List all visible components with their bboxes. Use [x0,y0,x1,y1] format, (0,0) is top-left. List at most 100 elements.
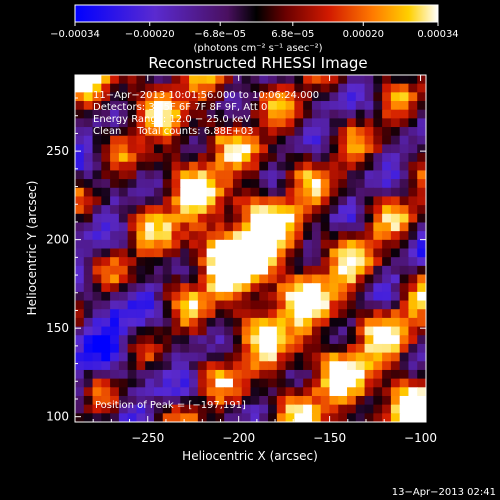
heatmap-cell [294,274,304,284]
heatmap-cell [320,369,331,380]
heatmap-cell [127,352,138,362]
heatmap-cell [224,300,234,310]
heatmap-cell [382,196,392,206]
heatmap-cell [329,205,339,215]
heatmap-cell [206,101,217,111]
heatmap-cell [180,265,190,276]
heatmap-cell [259,170,269,180]
heatmap-cell [408,395,418,406]
heatmap-cell [171,309,181,319]
heatmap-cell [355,395,366,406]
heatmap-cell [268,222,278,232]
heatmap-cell [180,248,190,258]
heatmap-cell [206,283,217,293]
heatmap-cell [189,75,199,85]
heatmap-cell [355,413,366,422]
heatmap-cell [250,274,260,284]
heatmap-cell [303,265,313,276]
heatmap-cell [180,127,190,137]
heatmap-cell [224,135,234,146]
heatmap-cell [83,127,94,137]
heatmap-cell [285,361,295,371]
heatmap-cell [408,326,418,336]
heatmap-cell [382,118,392,128]
heatmap-cell [83,317,94,328]
heatmap-cell [197,317,208,328]
heatmap-cell [294,335,304,345]
heatmap-cell [364,317,374,328]
heatmap-cell [268,274,278,284]
heatmap-cell [101,213,111,224]
heatmap-cell [382,352,392,362]
heatmap-cell [250,170,260,180]
heatmap-cell [118,352,129,362]
heatmap-cell [110,83,120,93]
heatmap-cell [329,326,339,336]
heatmap-cell [355,109,366,119]
heatmap-cell [373,170,383,180]
heatmap-cell [75,170,85,180]
heatmap-cell [355,196,366,206]
heatmap-cell [364,283,374,293]
heatmap-cell [355,187,366,198]
heatmap-cell [390,239,401,250]
heatmap-cell [171,404,181,414]
heatmap-cell [232,153,243,163]
heatmap-cell [241,83,252,93]
heatmap-cell [259,413,269,422]
heatmap-cell [215,187,225,198]
heatmap-cell [92,144,102,154]
heatmap-cell [250,335,260,345]
heatmap-cell [241,361,252,371]
heatmap-cell [232,352,243,362]
heatmap-cell [417,395,426,406]
heatmap-cell [303,144,313,154]
heatmap-cell [338,213,348,224]
heatmap-cell [241,265,252,276]
heatmap-cell [390,335,401,345]
heatmap-cell [329,413,339,422]
heatmap-cell [215,153,225,163]
heatmap-cell [232,231,243,241]
heatmap-cell [127,187,138,198]
heatmap-cell [268,187,278,198]
heatmap-cell [92,187,102,198]
heatmap-cell [408,239,418,250]
heatmap-cell [390,300,401,310]
x-axis-label: Heliocentric X (arcsec) [182,449,318,463]
heatmap-cell [83,92,94,102]
heatmap-cell [373,326,383,336]
heatmap-cell [197,326,208,336]
heatmap-cell [294,248,304,258]
heatmap-cell [294,283,304,293]
heatmap-cell [408,170,418,180]
heatmap-cell [92,161,102,172]
heatmap-cell [153,231,164,241]
heatmap-cell [189,326,199,336]
x-tick-label: −100 [404,431,437,445]
heatmap-cell [224,335,234,345]
heatmap-cell [215,118,225,128]
heatmap-cell [268,75,278,85]
heatmap-cell [259,309,269,319]
heatmap-cell [206,109,217,119]
heatmap-cell [232,239,243,250]
heatmap-cell [303,205,313,215]
heatmap-cell [276,109,287,119]
heatmap-cell [311,196,322,206]
heatmap-cell [408,257,418,267]
heatmap-cell [303,187,313,198]
heatmap-cell [347,369,357,380]
heatmap-cell [118,335,129,345]
heatmap-cell [268,92,278,102]
heatmap-cell [171,248,181,258]
heatmap-cell [311,135,322,146]
heatmap-cell [320,257,331,267]
heatmap-cell [145,283,155,293]
heatmap-cell [92,335,102,345]
heatmap-cell [399,283,410,293]
heatmap-cell [215,300,225,310]
heatmap-cell [110,413,120,422]
heatmap-cell [399,361,410,371]
heatmap-cell [417,109,426,119]
